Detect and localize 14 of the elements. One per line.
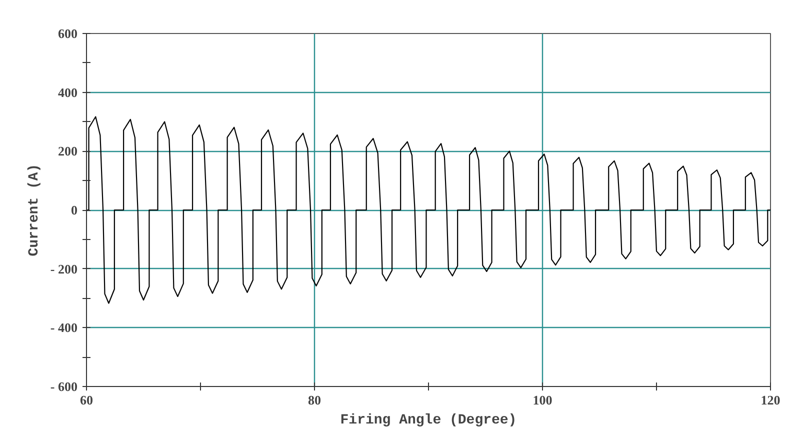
line-series	[86, 116, 770, 304]
y-axis-title: Current (A)	[26, 164, 42, 256]
y-tick-label: 600	[58, 26, 78, 41]
y-tick-label: 0	[71, 202, 78, 218]
y-tick-label: - 400	[50, 320, 78, 336]
x-tick-label: 80	[308, 392, 321, 408]
y-tick-label: - 200	[50, 261, 78, 276]
x-tick-label: 60	[80, 392, 93, 408]
x-tick-label: 100	[532, 392, 552, 408]
y-tick-label: 400	[58, 84, 78, 100]
y-tick-label: - 600	[50, 379, 78, 394]
x-axis-title: Firing Angle (Degree)	[340, 412, 517, 428]
y-tick-label: 200	[58, 144, 78, 159]
x-tick-label: 120	[760, 392, 780, 408]
